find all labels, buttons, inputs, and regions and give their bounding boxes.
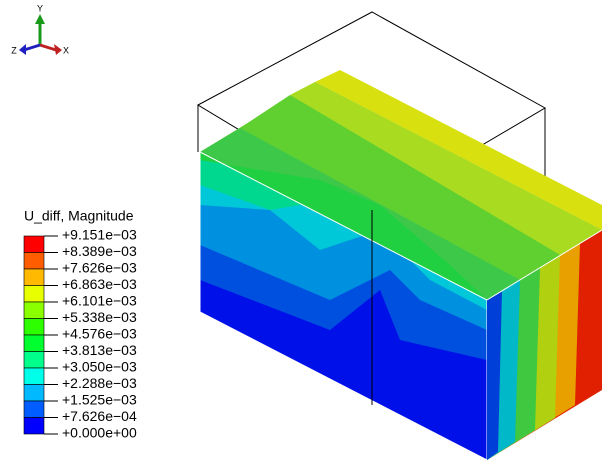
triad-label: Z: [11, 45, 17, 55]
legend-label: +1.525e−03: [62, 392, 137, 408]
legend-swatch: [24, 418, 44, 435]
legend-label: +0.000e+00: [62, 425, 137, 441]
legend-swatch: [24, 401, 44, 418]
legend-label: +8.389e−03: [62, 243, 137, 259]
axis-triad: Y Z X: [11, 3, 69, 55]
legend-label: +3.813e−03: [62, 342, 137, 358]
legend-label: +2.288e−03: [62, 375, 137, 391]
triad-label: X: [63, 45, 69, 55]
legend-label: +6.863e−03: [62, 276, 137, 292]
legend-label: +5.338e−03: [62, 309, 137, 325]
legend-label: +3.050e−03: [62, 359, 137, 375]
legend-title: U_diff, Magnitude: [24, 208, 134, 224]
legend: U_diff, Magnitude +9.151e−03+8.389e−03+7…: [24, 208, 137, 441]
legend-label: +9.151e−03: [62, 227, 137, 243]
legend-label: +6.101e−03: [62, 293, 137, 309]
legend-label: +7.626e−03: [62, 260, 137, 276]
triad-label: Y: [37, 3, 43, 13]
legend-swatch: [24, 286, 44, 303]
legend-swatch: [24, 269, 44, 286]
legend-swatch: [24, 335, 44, 352]
legend-label: +4.576e−03: [62, 326, 137, 342]
legend-swatch: [24, 253, 44, 270]
legend-swatch: [24, 368, 44, 385]
legend-swatch: [24, 352, 44, 369]
page: Y Z X U_diff, Magnitude +9.1: [0, 0, 602, 466]
legend-swatch: [24, 319, 44, 336]
viewport: Y Z X U_diff, Magnitude +9.1: [0, 0, 602, 466]
legend-swatch: [24, 236, 44, 253]
legend-swatch: [24, 385, 44, 402]
legend-label: +7.626e−04: [62, 408, 137, 424]
legend-swatch: [24, 302, 44, 319]
